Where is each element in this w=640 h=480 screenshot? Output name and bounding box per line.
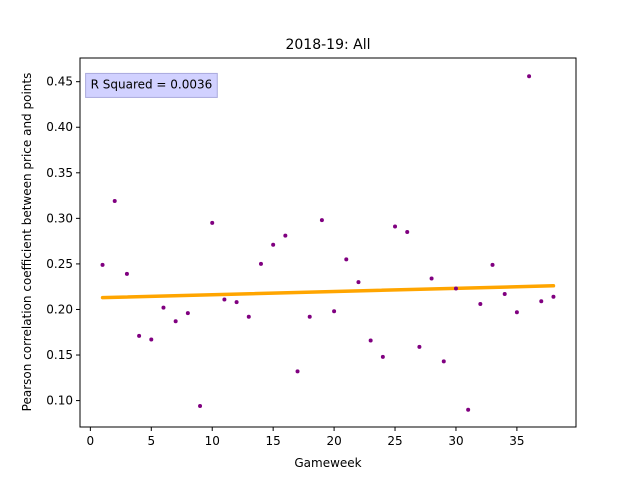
y-tick-label: 0.30 (46, 211, 73, 225)
data-point (319, 218, 324, 223)
data-point (344, 257, 349, 262)
data-point (222, 297, 227, 302)
data-point (551, 294, 556, 299)
y-tick-label: 0.25 (46, 257, 73, 271)
x-tick-label: 30 (448, 434, 463, 448)
x-tick-label: 0 (87, 434, 95, 448)
data-point (161, 305, 166, 310)
y-tick-label: 0.15 (46, 348, 73, 362)
x-axis-label: Gameweek (294, 456, 361, 470)
data-point (283, 233, 288, 238)
data-point (539, 299, 544, 304)
data-point (514, 310, 519, 315)
regression-line (100, 284, 556, 300)
data-point (502, 291, 507, 296)
data-point (441, 359, 446, 364)
y-tick-label: 0.10 (46, 394, 73, 408)
data-point (173, 319, 178, 324)
x-tick-label: 35 (509, 434, 524, 448)
data-point (393, 224, 398, 229)
y-tick-label: 0.45 (46, 75, 73, 89)
y-tick-label: 0.35 (46, 166, 73, 180)
data-point (478, 302, 483, 306)
y-axis: 0.10 0.15 0.20 0.25 0.30 0.35 0.40 0.45 (46, 75, 80, 408)
data-point (466, 407, 471, 412)
data-point (258, 261, 263, 266)
data-point (185, 311, 190, 316)
x-tick-label: 10 (205, 434, 220, 448)
data-point (368, 338, 373, 343)
x-tick-label: 5 (147, 434, 155, 448)
data-point (453, 286, 458, 291)
axes-frame (79, 57, 577, 428)
data-point (405, 230, 410, 235)
data-point (271, 242, 276, 247)
y-tick-label: 0.20 (46, 302, 73, 316)
data-point (527, 74, 532, 79)
data-point (356, 280, 361, 285)
data-point (234, 300, 239, 305)
r-squared-annotation: R Squared = 0.0036 (85, 72, 218, 98)
x-tick-label: 15 (266, 434, 281, 448)
x-tick-label: 25 (387, 434, 402, 448)
x-axis: 0 5 10 15 20 25 30 35 (87, 427, 525, 448)
data-point (112, 199, 117, 204)
data-point (490, 262, 495, 267)
data-point (100, 262, 105, 267)
data-point (307, 314, 312, 319)
data-point (246, 314, 251, 319)
data-point (124, 271, 129, 276)
data-point (380, 354, 385, 359)
x-tick-label: 20 (326, 434, 341, 448)
chart-title: 2018-19: All (285, 37, 370, 53)
r-squared-box (85, 72, 218, 98)
data-point (295, 369, 300, 374)
data-point (149, 337, 154, 342)
y-axis-label: Pearson correlation coefficient between … (20, 73, 34, 412)
data-point (210, 220, 215, 225)
data-point (429, 276, 434, 281)
data-point (417, 344, 422, 349)
data-point (137, 333, 142, 338)
r-squared-text: R Squared = 0.0036 (91, 77, 213, 91)
plot-area (100, 74, 556, 412)
data-point (198, 404, 203, 409)
y-tick-label: 0.40 (46, 120, 73, 134)
data-point (332, 309, 337, 314)
